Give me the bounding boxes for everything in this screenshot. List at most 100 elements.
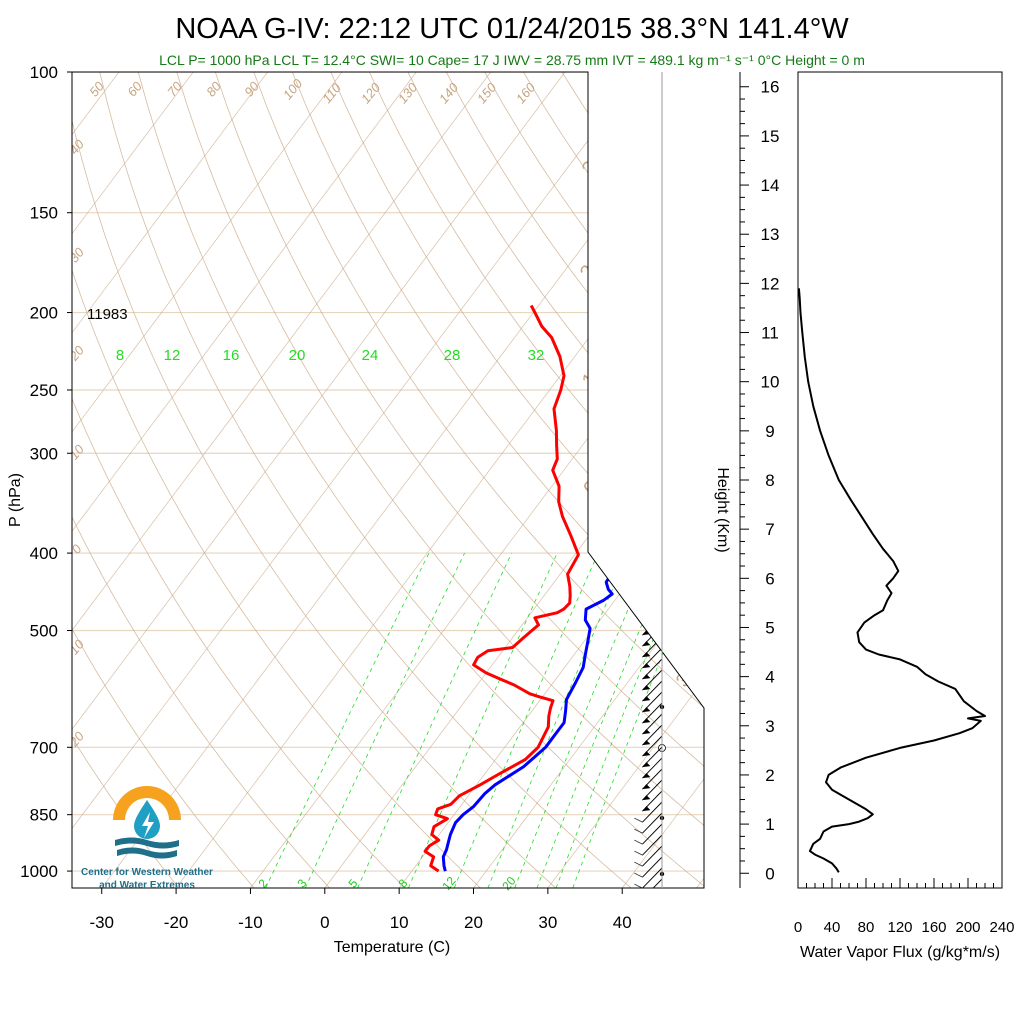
- wind-barb-flag: [642, 784, 651, 790]
- wind-barb-feather: [634, 883, 643, 888]
- y-tick-label: 700: [30, 738, 58, 757]
- wind-barb-feather: [634, 872, 643, 878]
- flux-axis-ticks: 0 40 80 120 160 200 240: [794, 878, 1015, 936]
- dry-adiabat-line: [99, 72, 632, 888]
- wind-barb: [642, 823, 663, 845]
- mixing-ratio-label: 8: [116, 347, 124, 364]
- mixing-ratio-line: [265, 552, 430, 888]
- isotherm-line: [547, 72, 704, 888]
- mixing-ratio-line: [572, 552, 704, 888]
- isotherm-line: [72, 72, 640, 888]
- isotherm-line: [72, 72, 194, 888]
- wind-barb-flag: [642, 652, 651, 658]
- height-tick-label: 5: [765, 618, 774, 637]
- isotherm-line: [72, 72, 343, 888]
- x-tick-label: 20: [464, 913, 483, 932]
- x-tick-label: 10: [390, 913, 409, 932]
- height-tick-label: 13: [761, 225, 780, 244]
- x-tick-label: -10: [238, 913, 263, 932]
- mixing-ratio-line: [357, 552, 513, 888]
- dry-adiabat-line: [72, 72, 556, 888]
- wind-barb-flag: [642, 795, 651, 801]
- wind-barb-flag: [642, 806, 651, 812]
- dry-adiabat-line: [72, 72, 330, 888]
- height-tick-label: 3: [765, 717, 774, 736]
- mixing-ratio-lines: [265, 552, 704, 888]
- height-tick-label: 15: [761, 127, 780, 146]
- wind-barb-flag: [642, 663, 651, 669]
- y-tick-label: 200: [30, 304, 58, 323]
- flux-series: [797, 288, 986, 873]
- dry-adiabat-line: [291, 72, 704, 888]
- height-tick-label: 2: [765, 766, 774, 785]
- wind-barb: [642, 801, 663, 823]
- flux-tick-label: 120: [887, 919, 912, 936]
- wind-barb-feather: [634, 817, 643, 823]
- isotherm-line: [72, 72, 417, 888]
- wind-barb-flag: [642, 773, 651, 779]
- mixing-ratio-line: [514, 552, 653, 888]
- y-tick-label: 100: [30, 63, 58, 82]
- wind-barb-feather: [634, 828, 643, 834]
- flux-tick-label: 80: [858, 919, 875, 936]
- flux-tick-label: 40: [824, 919, 841, 936]
- pressure-axis-title: P (hPa): [7, 473, 24, 527]
- mixing-ratio-line: [453, 552, 599, 888]
- wind-barb: [642, 856, 663, 878]
- wind-barb-flag: [642, 740, 651, 746]
- flux-profile-line: [797, 288, 986, 873]
- logo-text-line-1: Center for Western Weather: [81, 867, 213, 878]
- wind-barb-flag: [642, 707, 651, 713]
- dry-adiabat-line: [368, 72, 704, 888]
- height-tick-label: 16: [761, 78, 780, 97]
- flux-tick-label: 160: [921, 919, 946, 936]
- wind-barb-feather: [634, 861, 643, 867]
- wind-barb-flag: [642, 762, 651, 768]
- flux-tick-label: 200: [955, 919, 980, 936]
- y-tick-label: 1000: [20, 862, 58, 881]
- cw3e-logo: Center for Western Weather and Water Ext…: [81, 786, 213, 891]
- wind-barb-feather: [634, 839, 643, 845]
- lightning-icon: [142, 812, 154, 838]
- wind-barb: [642, 812, 663, 834]
- flux-tick-label: 240: [989, 919, 1014, 936]
- wind-barb-flag: [642, 696, 651, 702]
- isotherm-line: [72, 72, 268, 888]
- isotherm-line: [72, 72, 566, 888]
- flux-axis-title: Water Vapor Flux (g/kg*m/s): [800, 944, 1000, 961]
- logo-wave-1: [115, 837, 179, 849]
- dry-adiabat-line: [176, 72, 704, 888]
- mixing-ratio-line: [536, 552, 673, 888]
- wind-barb-flag: [642, 674, 651, 680]
- isotherm-line: [72, 72, 491, 888]
- y-tick-label: 300: [30, 444, 58, 463]
- chart-title: NOAA G-IV: 22:12 UTC 01/24/2015 38.3°N 1…: [175, 13, 849, 45]
- height-tick-label: 8: [765, 471, 774, 490]
- wind-barb-flag: [642, 685, 651, 691]
- mixing-ratio-label: 20: [289, 347, 306, 364]
- mixing-ratio-label: 16: [223, 347, 240, 364]
- wind-barb: [642, 878, 663, 888]
- mixing-ratio-label: 32: [528, 347, 545, 364]
- height-axis-title: Height (Km): [714, 467, 731, 552]
- height-tick-label: 14: [761, 176, 780, 195]
- y-tick-label: 400: [30, 544, 58, 563]
- y-tick-label: 500: [30, 622, 58, 641]
- mixing-ratio-line: [304, 552, 465, 888]
- isotherm-line: [398, 72, 704, 888]
- wind-barb: [642, 845, 663, 867]
- y-tick-label: 150: [30, 204, 58, 223]
- height-tick-label: 9: [765, 422, 774, 441]
- flux-tick-label: 0: [794, 919, 802, 936]
- pressure-axis: 100 150 200 250 300 400 500 700 850 1000: [20, 63, 72, 881]
- wind-barb-flag: [642, 718, 651, 724]
- mixing-ratio-line: [487, 552, 629, 888]
- mixing-ratio-label: 12: [164, 347, 181, 364]
- height-tick-label: 4: [765, 668, 774, 687]
- temperature-axis-title: Temperature (C): [334, 939, 450, 956]
- y-tick-label: 250: [30, 381, 58, 400]
- wind-barb-flag: [642, 751, 651, 757]
- mixing-ratio-label: 28: [444, 347, 461, 364]
